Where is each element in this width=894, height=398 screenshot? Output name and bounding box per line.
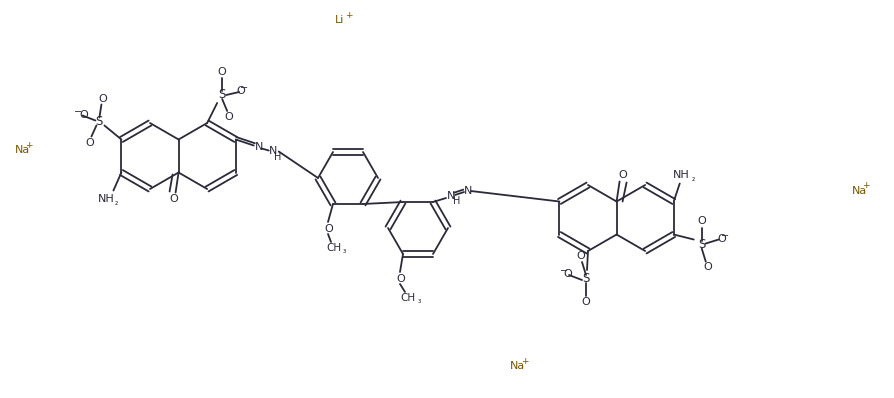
Text: O: O <box>582 297 590 307</box>
Text: O: O <box>85 139 94 148</box>
Text: O: O <box>563 269 572 279</box>
Text: NH: NH <box>673 170 690 181</box>
Text: +: + <box>862 181 870 191</box>
Text: Na: Na <box>15 145 30 155</box>
Text: O: O <box>224 112 233 122</box>
Text: −: − <box>560 266 568 276</box>
Text: O: O <box>397 274 405 284</box>
Text: N: N <box>255 142 263 152</box>
Text: N: N <box>447 191 455 201</box>
Text: H: H <box>453 196 460 206</box>
Text: S: S <box>582 273 590 285</box>
Text: O: O <box>577 251 586 261</box>
Text: +: + <box>345 10 353 20</box>
Text: ₃: ₃ <box>417 297 420 306</box>
Text: CH: CH <box>401 293 416 303</box>
Text: Na: Na <box>510 361 526 371</box>
Text: CH: CH <box>326 243 342 253</box>
Text: ₂: ₂ <box>114 198 118 207</box>
Text: O: O <box>697 217 706 226</box>
Text: O: O <box>717 234 726 244</box>
Text: H: H <box>274 152 282 162</box>
Text: −: − <box>240 83 249 93</box>
Text: O: O <box>237 86 246 96</box>
Text: O: O <box>218 67 226 77</box>
Text: N: N <box>464 186 472 196</box>
Text: NH: NH <box>98 195 114 205</box>
Text: Li: Li <box>335 15 344 25</box>
Text: S: S <box>698 238 705 251</box>
Text: −: − <box>721 230 729 240</box>
Text: O: O <box>98 94 106 103</box>
Text: S: S <box>96 115 103 128</box>
Text: O: O <box>169 195 178 205</box>
Text: +: + <box>521 357 528 365</box>
Text: ₃: ₃ <box>342 246 346 256</box>
Text: N: N <box>268 146 277 156</box>
Text: O: O <box>704 263 713 273</box>
Text: ₂: ₂ <box>692 174 696 183</box>
Text: Na: Na <box>852 186 867 196</box>
Text: O: O <box>79 111 88 121</box>
Text: O: O <box>325 224 333 234</box>
Text: S: S <box>218 88 226 101</box>
Text: −: − <box>74 107 82 117</box>
Text: +: + <box>25 140 33 150</box>
Text: O: O <box>619 170 627 179</box>
